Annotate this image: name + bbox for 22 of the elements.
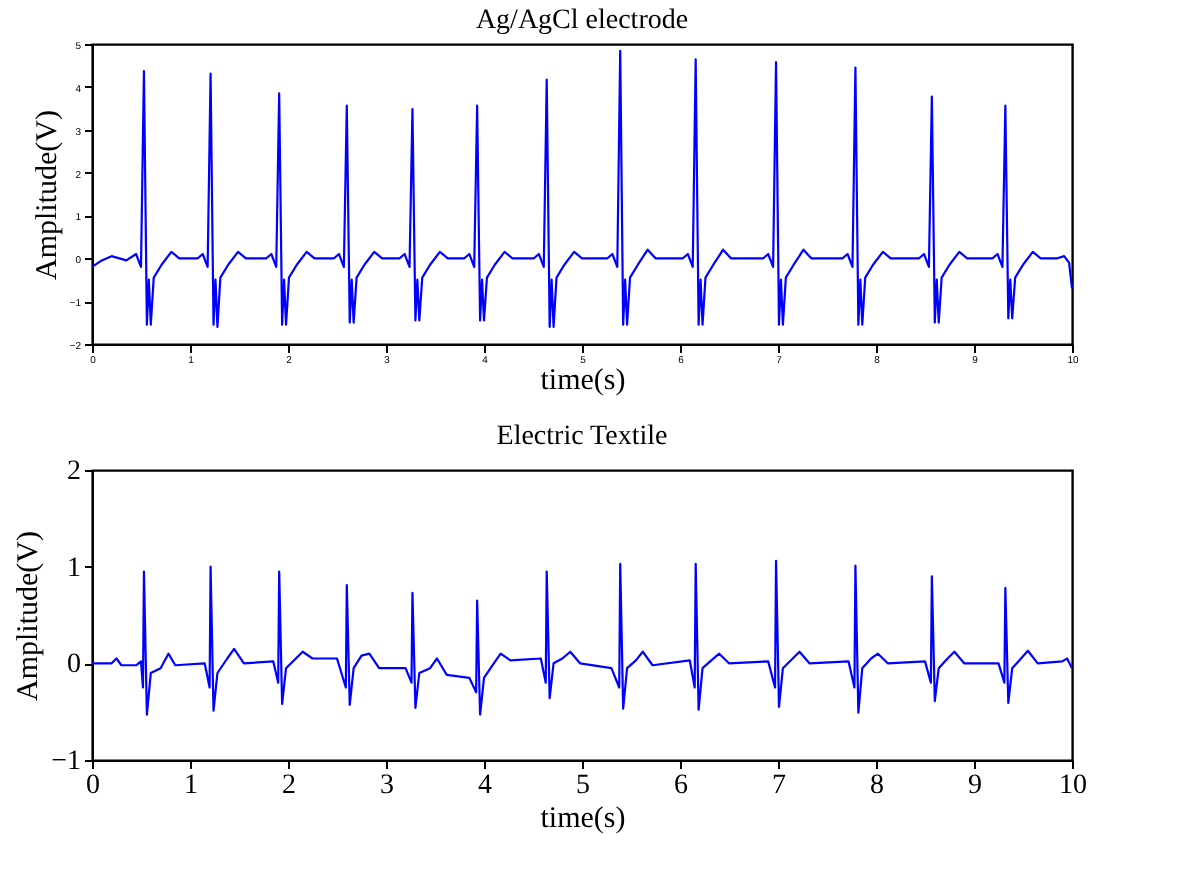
x-axis-title: time(s) [540, 803, 626, 835]
x-tick-label: 7 [772, 771, 786, 801]
y-tick-label: 0 [67, 650, 81, 681]
x-tick-label: 10 [1059, 771, 1087, 801]
x-tick-label: 5 [576, 771, 590, 801]
x-tick-label: 1 [184, 771, 198, 801]
y-axis-title: Amplitude(V) [31, 110, 64, 280]
x-axis-title: time(s) [540, 365, 626, 397]
x-tick-label: 4 [478, 771, 492, 801]
y-tick-label: 2 [67, 457, 81, 487]
x-tick-label: 3 [380, 771, 394, 801]
line-series [90, 49, 1074, 328]
x-tick-label: 8 [870, 771, 884, 801]
y-tick-label: 1 [67, 553, 81, 584]
x-tick-label: 9 [968, 771, 982, 801]
line-series [90, 559, 1074, 716]
chart-title: Ag/AgCl electrode [475, 6, 689, 36]
x-tick-label: 2 [282, 771, 296, 801]
y-tick-label: −1 [51, 747, 81, 777]
x-tick-label: 6 [674, 771, 688, 801]
chart-title: Electric Textile [496, 422, 668, 452]
y-axis-title: Amplitude(V) [13, 531, 46, 701]
